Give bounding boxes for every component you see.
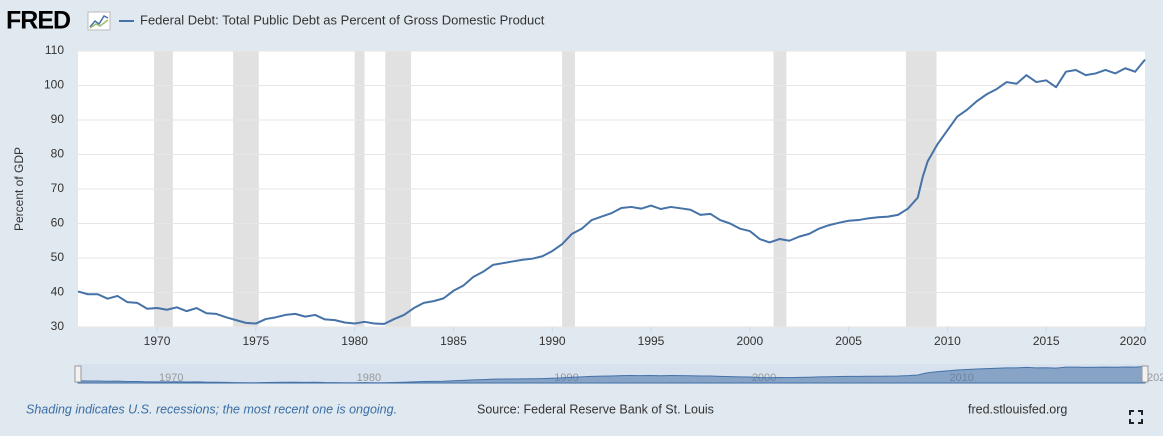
x-tick-label: 2015 [1033,334,1060,348]
y-axis-label: Percent of GDP [12,147,26,231]
y-tick-label: 40 [51,285,65,299]
x-tick-label: 1990 [539,334,566,348]
fullscreen-button[interactable] [1129,410,1143,424]
navigator-label: 1970 [159,372,183,384]
x-tick-label: 2000 [736,334,763,348]
y-tick-label: 60 [51,216,65,230]
x-tick-label: 1980 [341,334,368,348]
data-line [77,58,1146,325]
logo-icon [87,11,111,31]
x-tick-label: 2020 [1120,334,1147,348]
y-tick-label: 110 [45,43,64,57]
navigator-handle[interactable] [1141,365,1149,383]
source: Source: Federal Reserve Bank of St. Loui… [477,402,714,416]
y-tick-label: 80 [51,147,65,161]
recession-note: Shading indicates U.S. recessions; the m… [26,402,397,416]
y-tick-label: 50 [51,250,65,264]
y-tick-label: 70 [51,181,65,195]
url[interactable]: fred.stlouisfed.org [968,402,1067,416]
y-tick-label: 100 [44,78,64,92]
y-tick-label: 30 [51,319,65,333]
x-tick-label: 1985 [440,334,467,348]
x-tick-label: 1975 [242,334,269,348]
navigator-label: 2020 [1147,372,1163,384]
logo: FRED [6,7,70,35]
x-tick-label: 2005 [835,334,862,348]
legend-label[interactable]: Federal Debt: Total Public Debt as Perce… [140,12,545,27]
y-tick-label: 90 [51,112,65,126]
navigator-area [77,365,1146,384]
x-tick-label: 1970 [144,334,171,348]
x-tick-label: 1995 [638,334,665,348]
navigator-label: 1980 [357,372,381,384]
navigator-handle[interactable] [74,365,82,383]
x-tick-label: 2010 [934,334,961,348]
